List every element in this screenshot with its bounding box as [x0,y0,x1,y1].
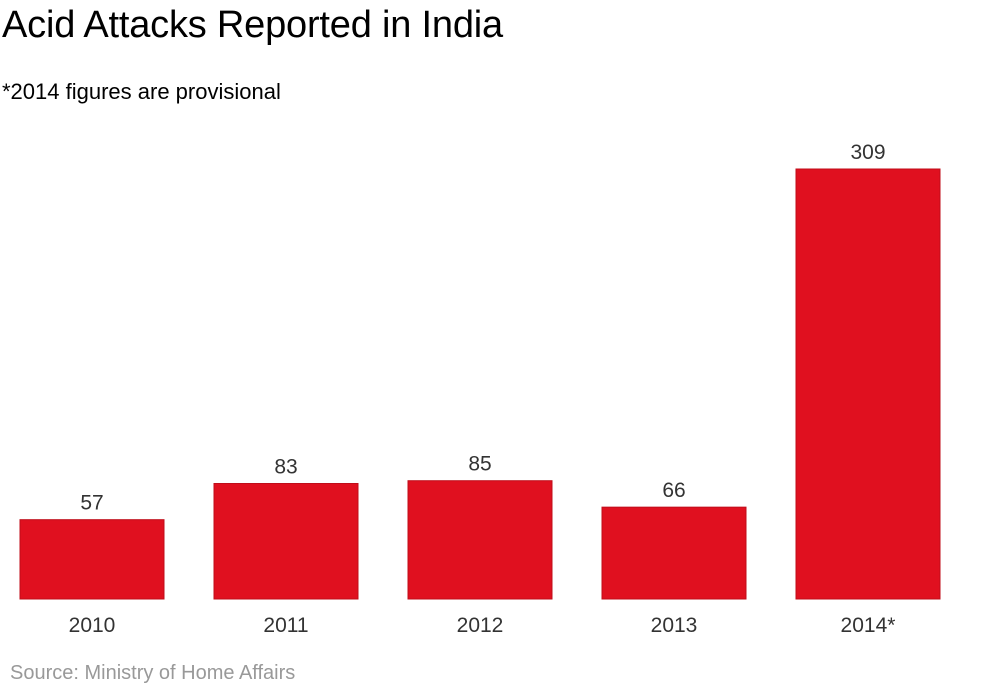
category-label-2014: 2014* [841,614,896,637]
source-note: Source: Ministry of Home Affairs [10,662,296,684]
bar-2014 [795,168,941,600]
chart-title: Acid Attacks Reported in India [2,4,503,46]
value-label-2014: 309 [850,141,885,164]
value-label-2012: 85 [468,453,491,476]
category-label-2013: 2013 [651,614,698,637]
bar-2010 [19,519,165,600]
value-label-2011: 83 [274,455,297,478]
category-label-2011: 2011 [263,614,308,637]
category-label-2012: 2012 [457,614,504,637]
bar-2011 [213,482,359,600]
chart-subtitle: *2014 figures are provisional [2,79,281,104]
category-label-2010: 2010 [69,614,116,637]
bar-2013 [601,506,747,600]
value-label-2010: 57 [80,492,103,515]
value-label-2013: 66 [662,479,685,502]
bar-2012 [407,480,553,600]
